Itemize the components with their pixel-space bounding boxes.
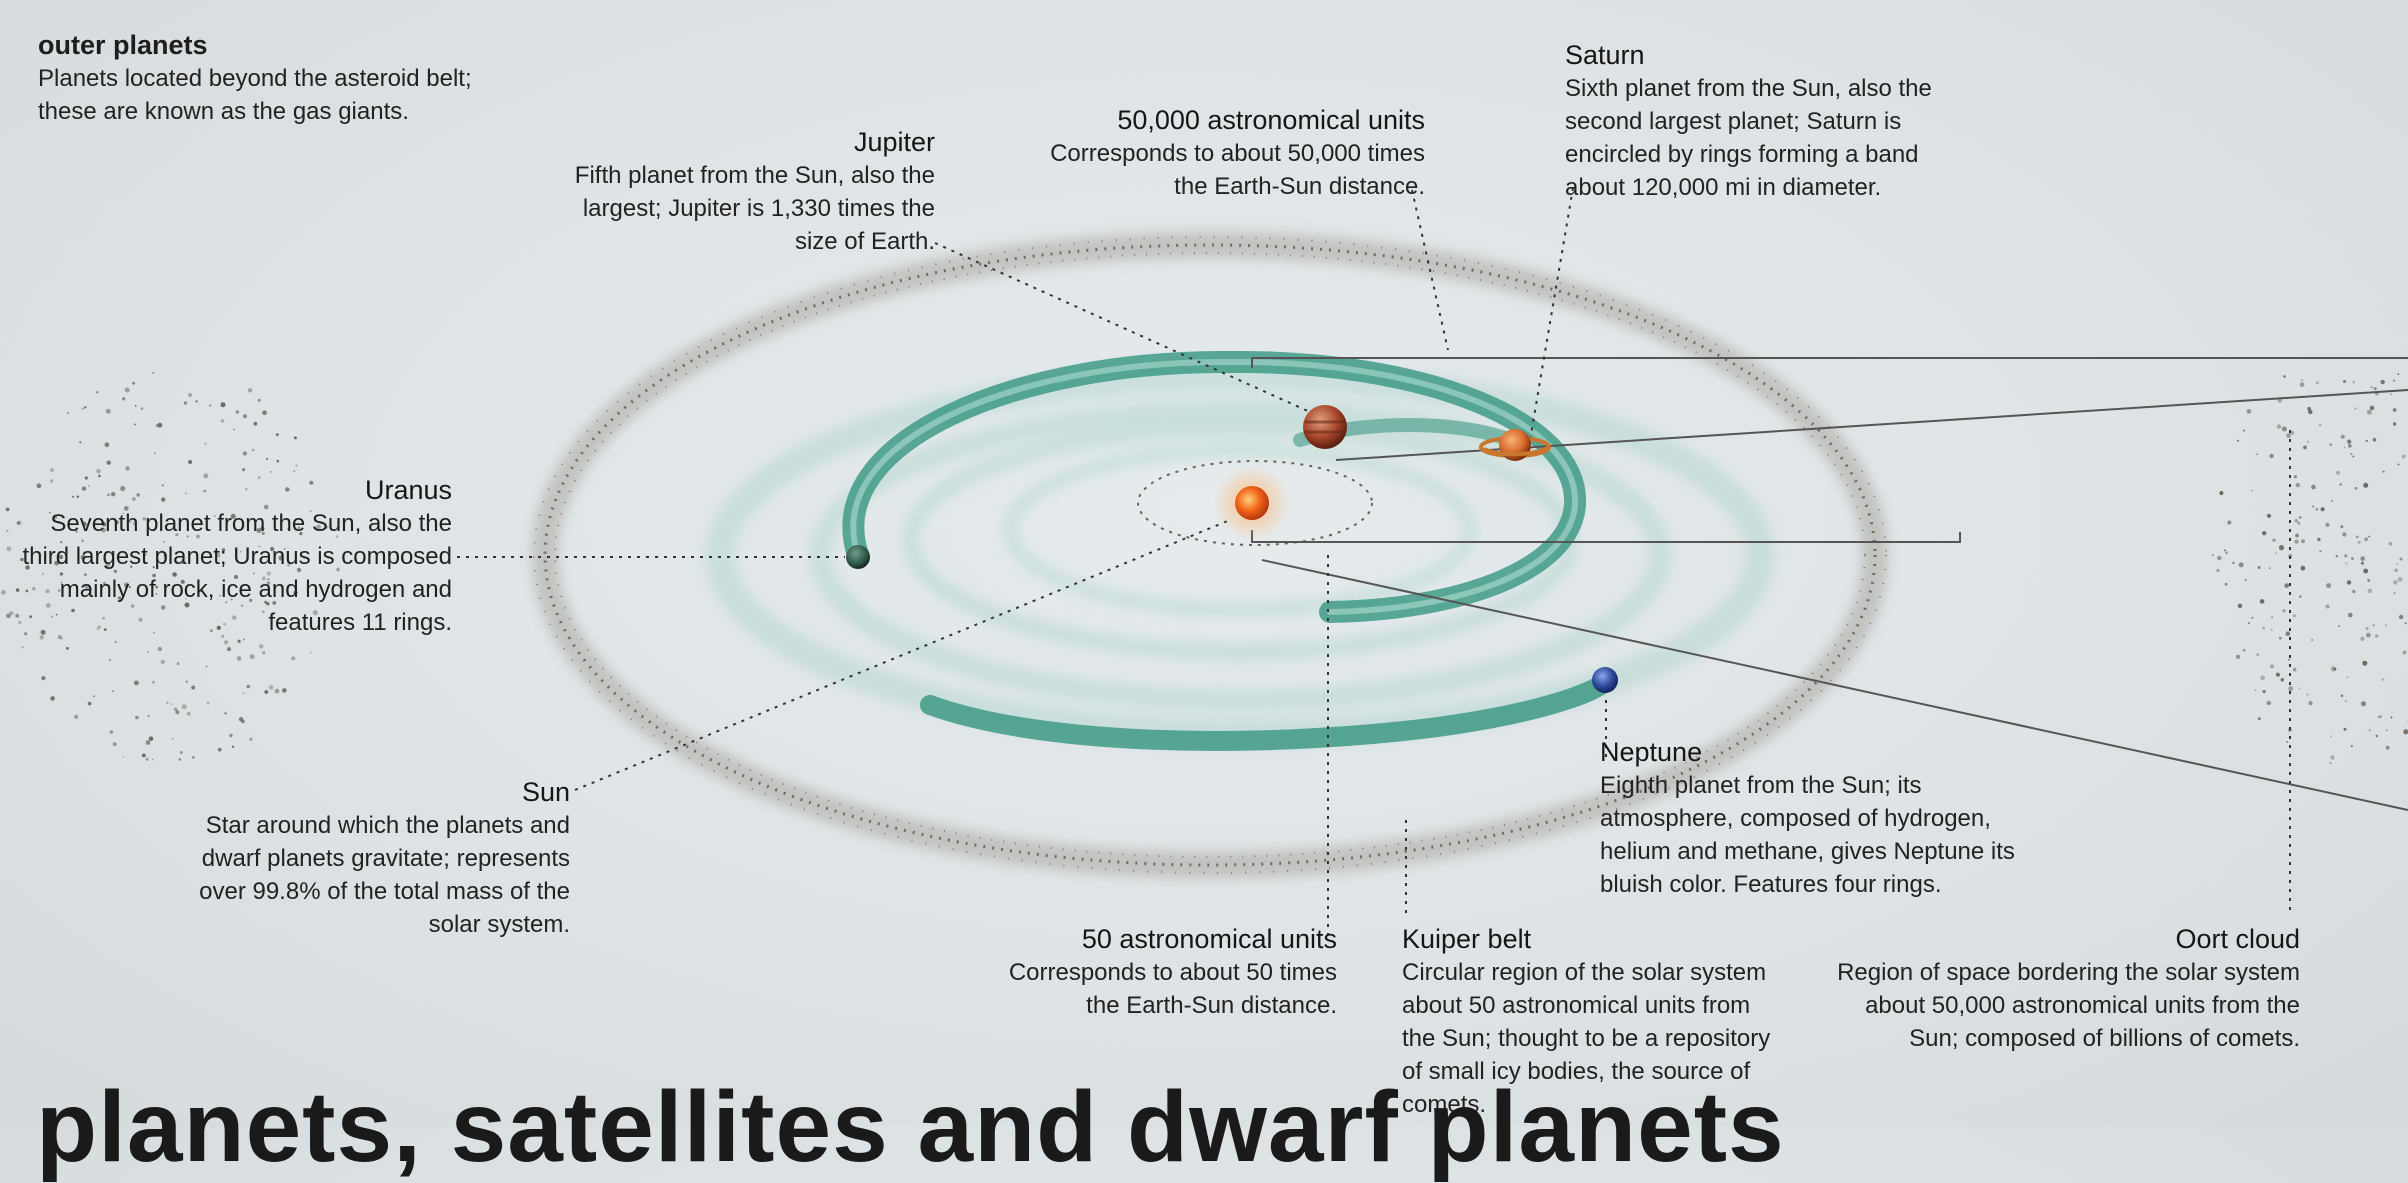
saturn-label: Saturn Sixth planet from the Sun, also t…: [1565, 38, 1965, 204]
uranus-text: Seventh planet from the Sun, also the th…: [20, 507, 452, 639]
au50-title: 50 astronomical units: [945, 922, 1337, 956]
au50000-title: 50,000 astronomical units: [1020, 103, 1425, 137]
au50-label: 50 astronomical units Corresponds to abo…: [945, 922, 1337, 1022]
neptune: [1592, 667, 1618, 693]
neptune-title: Neptune: [1600, 735, 2040, 769]
au50-text: Corresponds to about 50 times the Earth-…: [945, 956, 1337, 1022]
oort-text: Region of space bordering the solar syst…: [1830, 956, 2300, 1055]
au50000-label: 50,000 astronomical units Corresponds to…: [1020, 103, 1425, 203]
oort-label: Oort cloud Region of space bordering the…: [1830, 922, 2300, 1055]
jupiter-title: Jupiter: [555, 125, 935, 159]
sun-label: Sun Star around which the planets and dw…: [185, 775, 570, 941]
neptune-text: Eighth planet from the Sun; its atmosphe…: [1600, 769, 2040, 901]
uranus-title: Uranus: [20, 473, 452, 507]
sun-text: Star around which the planets and dwarf …: [185, 809, 570, 941]
au50000-text: Corresponds to about 50,000 times the Ea…: [1020, 137, 1425, 203]
uranus-label: Uranus Seventh planet from the Sun, also…: [20, 473, 452, 639]
sun-title: Sun: [185, 775, 570, 809]
jupiter-text: Fifth planet from the Sun, also the larg…: [555, 159, 935, 258]
saturn-text: Sixth planet from the Sun, also the seco…: [1565, 72, 1945, 204]
jupiter-label: Jupiter Fifth planet from the Sun, also …: [555, 125, 935, 258]
kuiper-title: Kuiper belt: [1402, 922, 1782, 956]
oort-cloud-right: [2212, 373, 2408, 764]
heading-title: outer planets: [38, 28, 598, 62]
uranus: [846, 545, 870, 569]
oort-title: Oort cloud: [1830, 922, 2300, 956]
neptune-label: Neptune Eighth planet from the Sun; its …: [1600, 735, 2040, 901]
heading-text: Planets located beyond the asteroid belt…: [38, 62, 508, 128]
sun: [1235, 486, 1269, 520]
bottom-heading: planets, satellites and dwarf planets: [36, 1072, 1785, 1182]
jupiter: [1303, 405, 1347, 449]
heading-block: outer planets Planets located beyond the…: [38, 28, 598, 128]
saturn-title: Saturn: [1565, 38, 1965, 72]
